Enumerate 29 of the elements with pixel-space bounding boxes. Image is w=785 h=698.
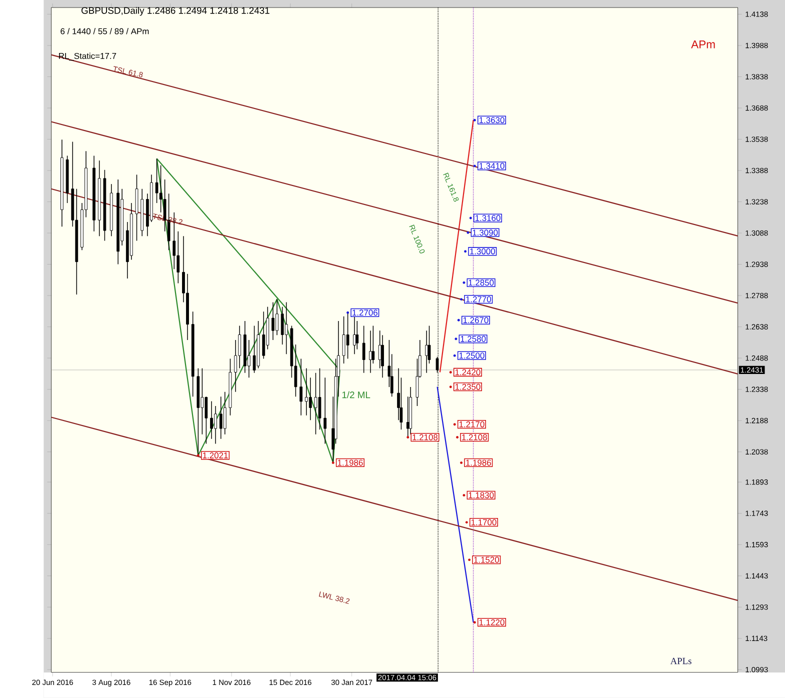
annotation: 1.2108 [412, 434, 438, 440]
annotation: 1.1520 [474, 556, 500, 563]
annotation: 1.2670 [463, 317, 488, 324]
annotation: 1.1830 [468, 492, 494, 498]
annotation: 1.2170 [459, 421, 484, 428]
annotation: 1.2500 [459, 352, 484, 359]
annotation: 1/2 ML [342, 391, 370, 398]
annotation: 1.3000 [470, 248, 496, 254]
annotation: 1.3160 [475, 215, 500, 222]
annotation: 1.2021 [202, 452, 228, 458]
annotation: 1.2770 [466, 296, 492, 302]
annotation: APLs [670, 658, 692, 664]
annotation: 1.2706 [352, 310, 378, 316]
annotation: 1.2580 [460, 336, 486, 342]
annotation: 1.1986 [338, 460, 363, 466]
annotation: 1.2350 [455, 384, 480, 390]
chart-title: GBPUSD,Daily 1.2486 1.2494 1.2418 1.2431 [82, 7, 270, 16]
annotation: APm [691, 40, 715, 48]
annotation: 1.2850 [468, 280, 494, 286]
annotation: RL_Static=17.7 [59, 52, 116, 61]
annotation: 1.1220 [479, 619, 504, 626]
annotation: 1.1700 [471, 519, 496, 526]
annotation: 1.1986 [466, 460, 491, 466]
annotation: 1.3630 [479, 117, 504, 124]
annotation: 1.2420 [455, 369, 480, 376]
annotation: 1.3410 [479, 163, 504, 170]
annotation: 1.3090 [472, 230, 498, 236]
annotation: 1.2108 [462, 434, 487, 440]
text: 6 / 1440 / 55 / 89 / APm [60, 28, 149, 34]
